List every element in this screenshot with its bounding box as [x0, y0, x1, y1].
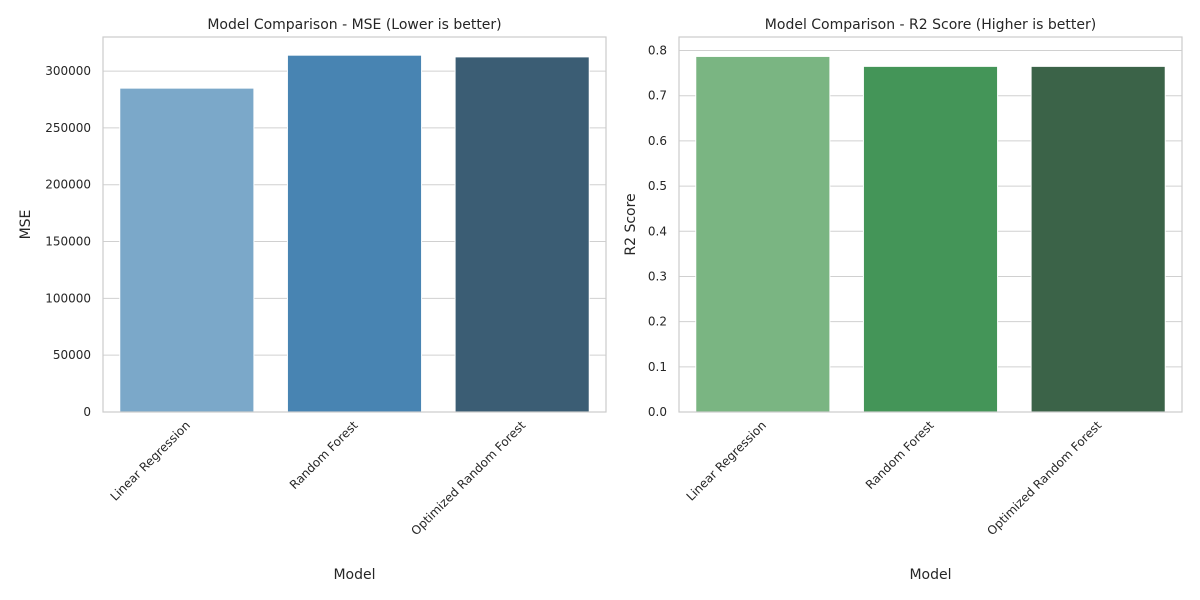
r2-y-tick-label: 0.8 [648, 44, 667, 58]
mse-y-tick-label: 300000 [45, 64, 91, 78]
mse-y-tick-label: 50000 [53, 348, 91, 362]
mse-bar-optimized-random-forest [454, 56, 590, 413]
mse-y-tick-label: 150000 [45, 235, 91, 249]
r2-y-tick-label: 0.1 [648, 360, 667, 374]
r2-chart-title: Model Comparison - R2 Score (Higher is b… [765, 17, 1096, 33]
r2-bar-linear-regression [695, 55, 831, 413]
r2-bar-optimized-random-forest [1030, 65, 1166, 413]
r2-y-tick-label: 0.5 [648, 179, 667, 193]
r2-x-axis-label: Model [909, 567, 951, 583]
mse-x-axis-label: Model [333, 567, 375, 583]
r2-y-ticks: 0.0 0.1 0.2 0.3 0.4 0.5 0.6 0.7 0.8 [648, 44, 667, 419]
mse-bar-linear-regression [119, 87, 255, 413]
r2-y-tick-label: 0.3 [648, 269, 667, 283]
r2-y-axis-label: R2 Score [623, 193, 639, 255]
mse-chart-title: Model Comparison - MSE (Lower is better) [207, 17, 501, 33]
mse-y-tick-label: 100000 [45, 291, 91, 305]
mse-bars [119, 54, 590, 413]
r2-y-tick-label: 0.2 [648, 315, 667, 329]
r2-plot-frame [678, 36, 1183, 413]
r2-y-tick-label: 0.7 [648, 89, 667, 103]
mse-y-tick-label: 250000 [45, 121, 91, 135]
mse-plot-frame [102, 36, 607, 413]
mse-y-ticks: 0 50000 100000 150000 200000 250000 300000 [45, 64, 91, 419]
mse-y-axis-label: MSE [18, 210, 34, 240]
mse-y-tick-label: 0 [83, 405, 91, 419]
r2-y-tick-label: 0.4 [648, 224, 667, 238]
r2-bars [695, 55, 1166, 413]
mse-y-tick-label: 200000 [45, 178, 91, 192]
r2-bar-random-forest [862, 65, 999, 413]
r2-y-tick-label: 0.6 [648, 134, 667, 148]
mse-bar-random-forest [286, 54, 423, 413]
r2-y-tick-label: 0.0 [648, 405, 667, 419]
